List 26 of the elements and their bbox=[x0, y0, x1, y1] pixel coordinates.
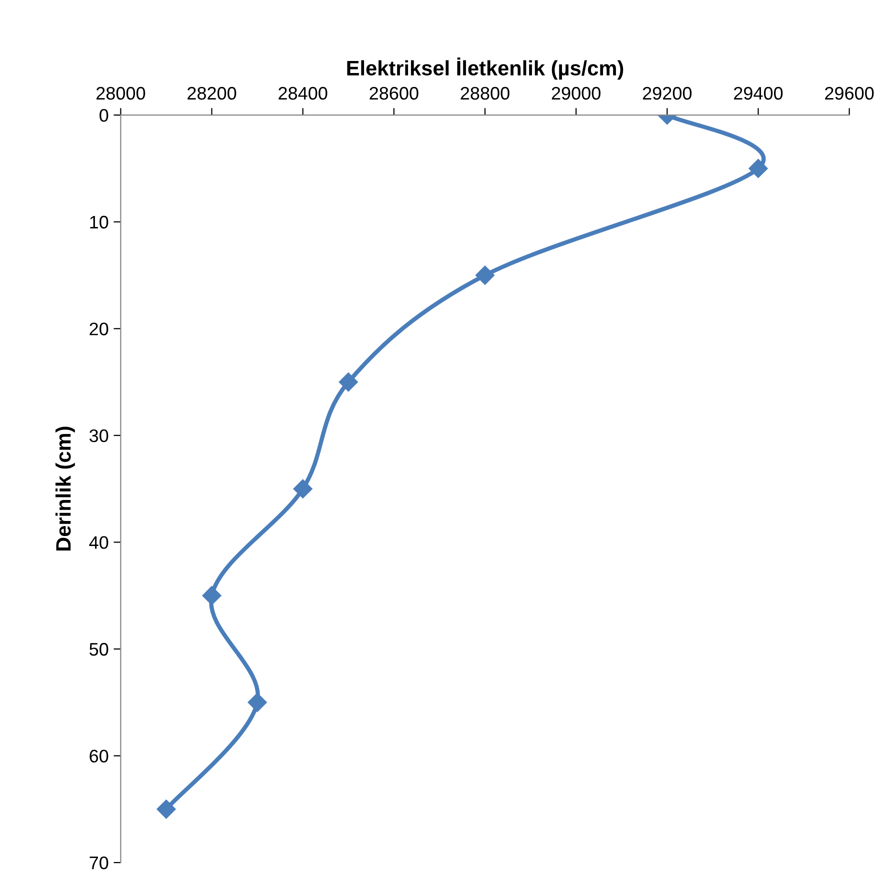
point bbox=[248, 692, 267, 712]
x-tick-label: 28200 bbox=[188, 86, 236, 100]
y-tick-label: 50 bbox=[90, 642, 108, 656]
point bbox=[293, 479, 312, 498]
y-tick-label: 30 bbox=[89, 429, 108, 442]
y-tick-label: 40 bbox=[89, 536, 108, 549]
point bbox=[338, 372, 358, 392]
x-tick-label: 28600 bbox=[370, 86, 418, 100]
x-tick-label: 29600 bbox=[825, 86, 874, 100]
y-axis-title: Derinlik (cm) bbox=[55, 426, 75, 551]
x-tick-label: 29400 bbox=[734, 86, 783, 100]
x-tick-label: 28000 bbox=[96, 86, 146, 100]
point bbox=[202, 586, 222, 606]
x-tick-label: 29000 bbox=[552, 86, 600, 100]
x-tick-label: 28800 bbox=[460, 86, 510, 100]
y-tick-label: 70 bbox=[90, 856, 108, 870]
x-tick-label: 29200 bbox=[642, 86, 692, 100]
y-tick-label: 10 bbox=[90, 216, 108, 229]
y-tick-label: 20 bbox=[90, 322, 108, 336]
point bbox=[156, 800, 176, 819]
x-tick-label: 28400 bbox=[278, 86, 328, 100]
point bbox=[748, 158, 768, 178]
x-axis-title: Elektriksel İletkenlik (µs/cm) bbox=[347, 58, 624, 80]
y-tick-label: 60 bbox=[90, 750, 108, 762]
y-tick-label: 0 bbox=[100, 109, 108, 122]
point bbox=[475, 266, 495, 285]
